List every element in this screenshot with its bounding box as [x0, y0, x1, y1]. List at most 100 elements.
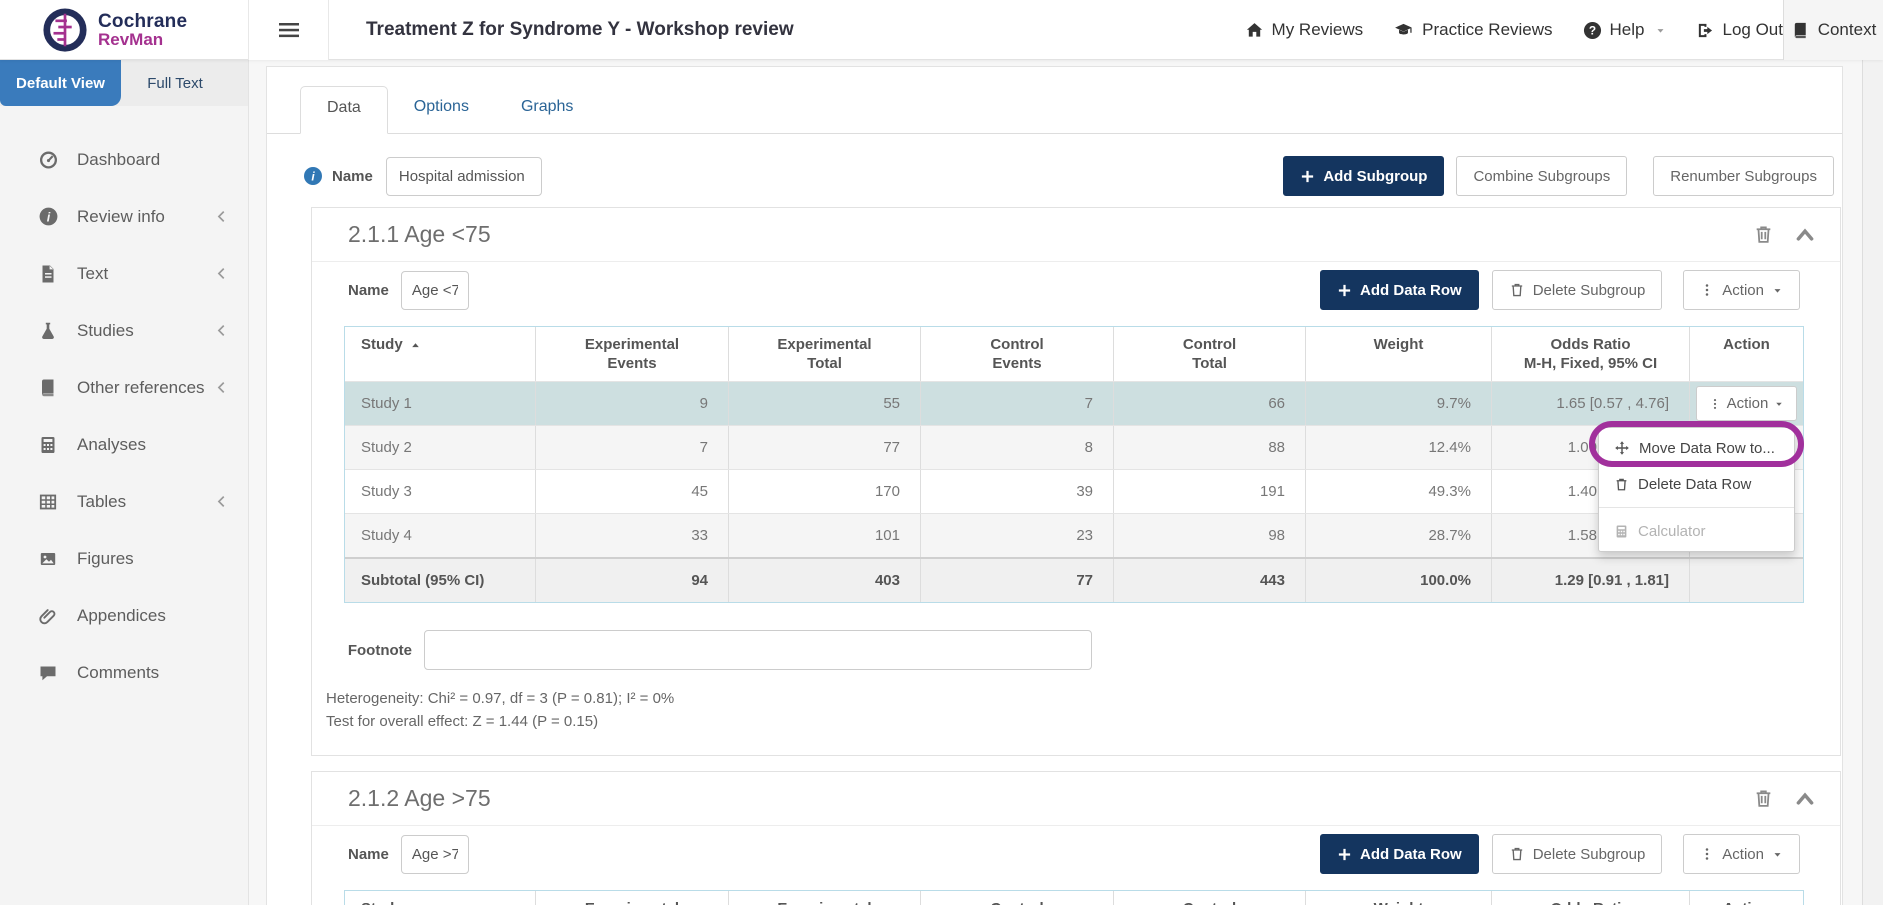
calculator-icon	[1616, 525, 1627, 537]
cell-ctrl-events[interactable]: 39	[921, 470, 1114, 513]
cell-exp-events[interactable]: 33	[536, 514, 729, 557]
cell-study[interactable]: Study 1	[345, 382, 536, 425]
delete-subgroup-icon[interactable]	[1753, 224, 1774, 245]
cell-study[interactable]: Study 2	[345, 426, 536, 469]
question-circle-icon: ?	[1583, 21, 1601, 39]
cell-exp-events[interactable]: 45	[536, 470, 729, 513]
cell-ctrl-events[interactable]: 23	[921, 514, 1114, 557]
top-header: Cochrane RevMan Treatment Z for Syndrome…	[0, 0, 1883, 60]
add-data-row-button[interactable]: Add Data Row	[1320, 834, 1479, 874]
sidebar-item-studies[interactable]: Studies	[0, 302, 248, 359]
subgroup-name-label: Name	[348, 845, 389, 863]
sort-asc-icon	[411, 343, 419, 348]
col-study[interactable]: Study	[345, 327, 536, 381]
image-icon	[38, 548, 60, 570]
sidebar-item-figures[interactable]: Figures	[0, 530, 248, 587]
cell-exp-total[interactable]: 77	[729, 426, 921, 469]
cell-exp-total[interactable]: 101	[729, 514, 921, 557]
cell-study[interactable]: Study 3	[345, 470, 536, 513]
sidebar-item-other-references[interactable]: Other references	[0, 359, 248, 416]
add-subgroup-button[interactable]: Add Subgroup	[1283, 156, 1445, 196]
nav-practice-reviews[interactable]: Practice Reviews	[1393, 20, 1553, 40]
plus-icon	[1338, 848, 1351, 860]
sidebar-item-comments[interactable]: Comments	[0, 644, 248, 701]
graduation-cap-icon	[1395, 23, 1413, 34]
plus-icon	[1302, 170, 1314, 182]
add-data-row-button[interactable]: Add Data Row	[1320, 270, 1479, 310]
delete-subgroup-button[interactable]: Delete Subgroup	[1491, 834, 1663, 874]
table-row-study-1[interactable]: Study 1 9 55 7 66 9.7% 1.65 [0.57 , 4.76…	[345, 381, 1803, 425]
outcome-name-input[interactable]	[385, 156, 542, 196]
nav-context[interactable]: Context	[1783, 0, 1883, 60]
nav-help[interactable]: ? Help	[1583, 20, 1666, 40]
cell-ctrl-total[interactable]: 66	[1114, 382, 1306, 425]
dashboard-icon	[38, 149, 60, 171]
chevron-left-icon	[214, 323, 230, 339]
sidebar-item-analyses[interactable]: Analyses	[0, 416, 248, 473]
trash-icon	[1616, 478, 1627, 490]
tab-default-view[interactable]: Default View	[0, 60, 121, 106]
subgroup-name-input[interactable]	[400, 834, 469, 874]
trash-icon	[1756, 226, 1771, 243]
comment-icon	[38, 662, 60, 684]
cell-study[interactable]: Study 4	[345, 514, 536, 557]
logo-word-cochrane: Cochrane	[98, 10, 188, 32]
caret-down-icon	[1774, 852, 1781, 857]
trash-icon	[1511, 847, 1522, 861]
trash-icon	[1756, 790, 1771, 807]
col-weight: Weight	[1306, 327, 1492, 381]
table-row-study-2[interactable]: Study 2 7 77 8 88 12.4% 1.00	[345, 425, 1803, 469]
table-row-study-3[interactable]: Study 3 45 170 39 191 49.3% 1.40	[345, 469, 1803, 513]
combine-subgroups-button[interactable]: Combine Subgroups	[1456, 156, 1628, 196]
subgroup-title: 2.1.2 Age >75	[348, 785, 491, 811]
sidebar-item-appendices[interactable]: Appendices	[0, 587, 248, 644]
cell-ctrl-total[interactable]: 98	[1114, 514, 1306, 557]
footnote-input[interactable]	[424, 630, 1092, 670]
cell-exp-total[interactable]: 55	[729, 382, 921, 425]
sidebar-item-review-info[interactable]: i Review info	[0, 188, 248, 245]
subgroup-action-button[interactable]: Action	[1683, 834, 1800, 874]
logo-word-revman: RevMan	[98, 30, 164, 50]
delete-subgroup-icon[interactable]	[1753, 788, 1774, 809]
sidebar-toggle-button[interactable]	[249, 0, 329, 60]
sidebar-item-tables[interactable]: Tables	[0, 473, 248, 530]
renumber-subgroups-button[interactable]: Renumber Subgroups	[1653, 156, 1834, 196]
tab-graphs[interactable]: Graphs	[520, 98, 574, 115]
collapse-subgroup-icon[interactable]	[1794, 788, 1816, 810]
tab-data[interactable]: Data	[300, 86, 388, 134]
tab-full-text[interactable]: Full Text	[147, 74, 203, 92]
cell-exp-events[interactable]: 7	[536, 426, 729, 469]
chevron-left-icon	[214, 209, 230, 225]
info-circle-icon: i	[38, 206, 60, 228]
subgroup-action-button[interactable]: Action	[1683, 270, 1800, 310]
table-row-study-4[interactable]: Study 4 33 101 23 98 28.7% 1.58	[345, 513, 1803, 557]
sidebar: Default View Full Text Dashboard i Revie…	[0, 60, 249, 905]
cochrane-logo[interactable]: Cochrane RevMan	[0, 0, 249, 60]
collapse-subgroup-icon[interactable]	[1794, 224, 1816, 246]
info-icon: i	[304, 167, 322, 185]
context-collapsed-strip[interactable]	[1862, 60, 1883, 905]
cell-exp-events[interactable]: 9	[536, 382, 729, 425]
cell-ctrl-total[interactable]: 88	[1114, 426, 1306, 469]
subgroup-name-input[interactable]	[400, 270, 469, 310]
cell-ctrl-events[interactable]: 7	[921, 382, 1114, 425]
nav-log-out[interactable]: Log Out	[1696, 20, 1783, 40]
menu-item-calculator[interactable]: Calculator	[1599, 513, 1794, 549]
cell-ctrl-events[interactable]: 8	[921, 426, 1114, 469]
chevron-left-icon	[214, 494, 230, 510]
col-study[interactable]: Study	[345, 891, 536, 905]
analysis-card: Data Options Graphs i Name Add Subgroup …	[266, 66, 1843, 905]
delete-subgroup-button[interactable]: Delete Subgroup	[1491, 270, 1663, 310]
row-action-button[interactable]: Action	[1695, 386, 1798, 421]
sidebar-item-text[interactable]: Text	[0, 245, 248, 302]
table-row-subtotal: Subtotal (95% CI) 94 403 77 443 100.0% 1…	[345, 557, 1803, 602]
caret-down-icon	[1774, 288, 1781, 293]
menu-item-move-data-row[interactable]: Move Data Row to...	[1599, 430, 1794, 466]
tab-options[interactable]: Options	[413, 98, 469, 115]
cell-ctrl-total[interactable]: 191	[1114, 470, 1306, 513]
menu-item-delete-data-row[interactable]: Delete Data Row	[1599, 466, 1794, 502]
sidebar-item-dashboard[interactable]: Dashboard	[0, 131, 248, 188]
nav-my-reviews[interactable]: My Reviews	[1245, 20, 1363, 40]
cell-exp-total[interactable]: 170	[729, 470, 921, 513]
